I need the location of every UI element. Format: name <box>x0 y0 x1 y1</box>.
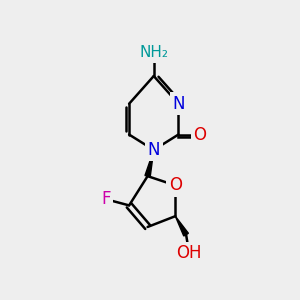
Text: OH: OH <box>176 244 202 262</box>
Text: O: O <box>194 126 206 144</box>
Text: N: N <box>148 141 160 159</box>
Polygon shape <box>175 216 188 236</box>
Polygon shape <box>145 150 154 177</box>
Text: F: F <box>101 190 111 208</box>
Text: N: N <box>172 95 184 113</box>
Text: O: O <box>169 176 182 194</box>
Text: NH₂: NH₂ <box>139 45 168 60</box>
